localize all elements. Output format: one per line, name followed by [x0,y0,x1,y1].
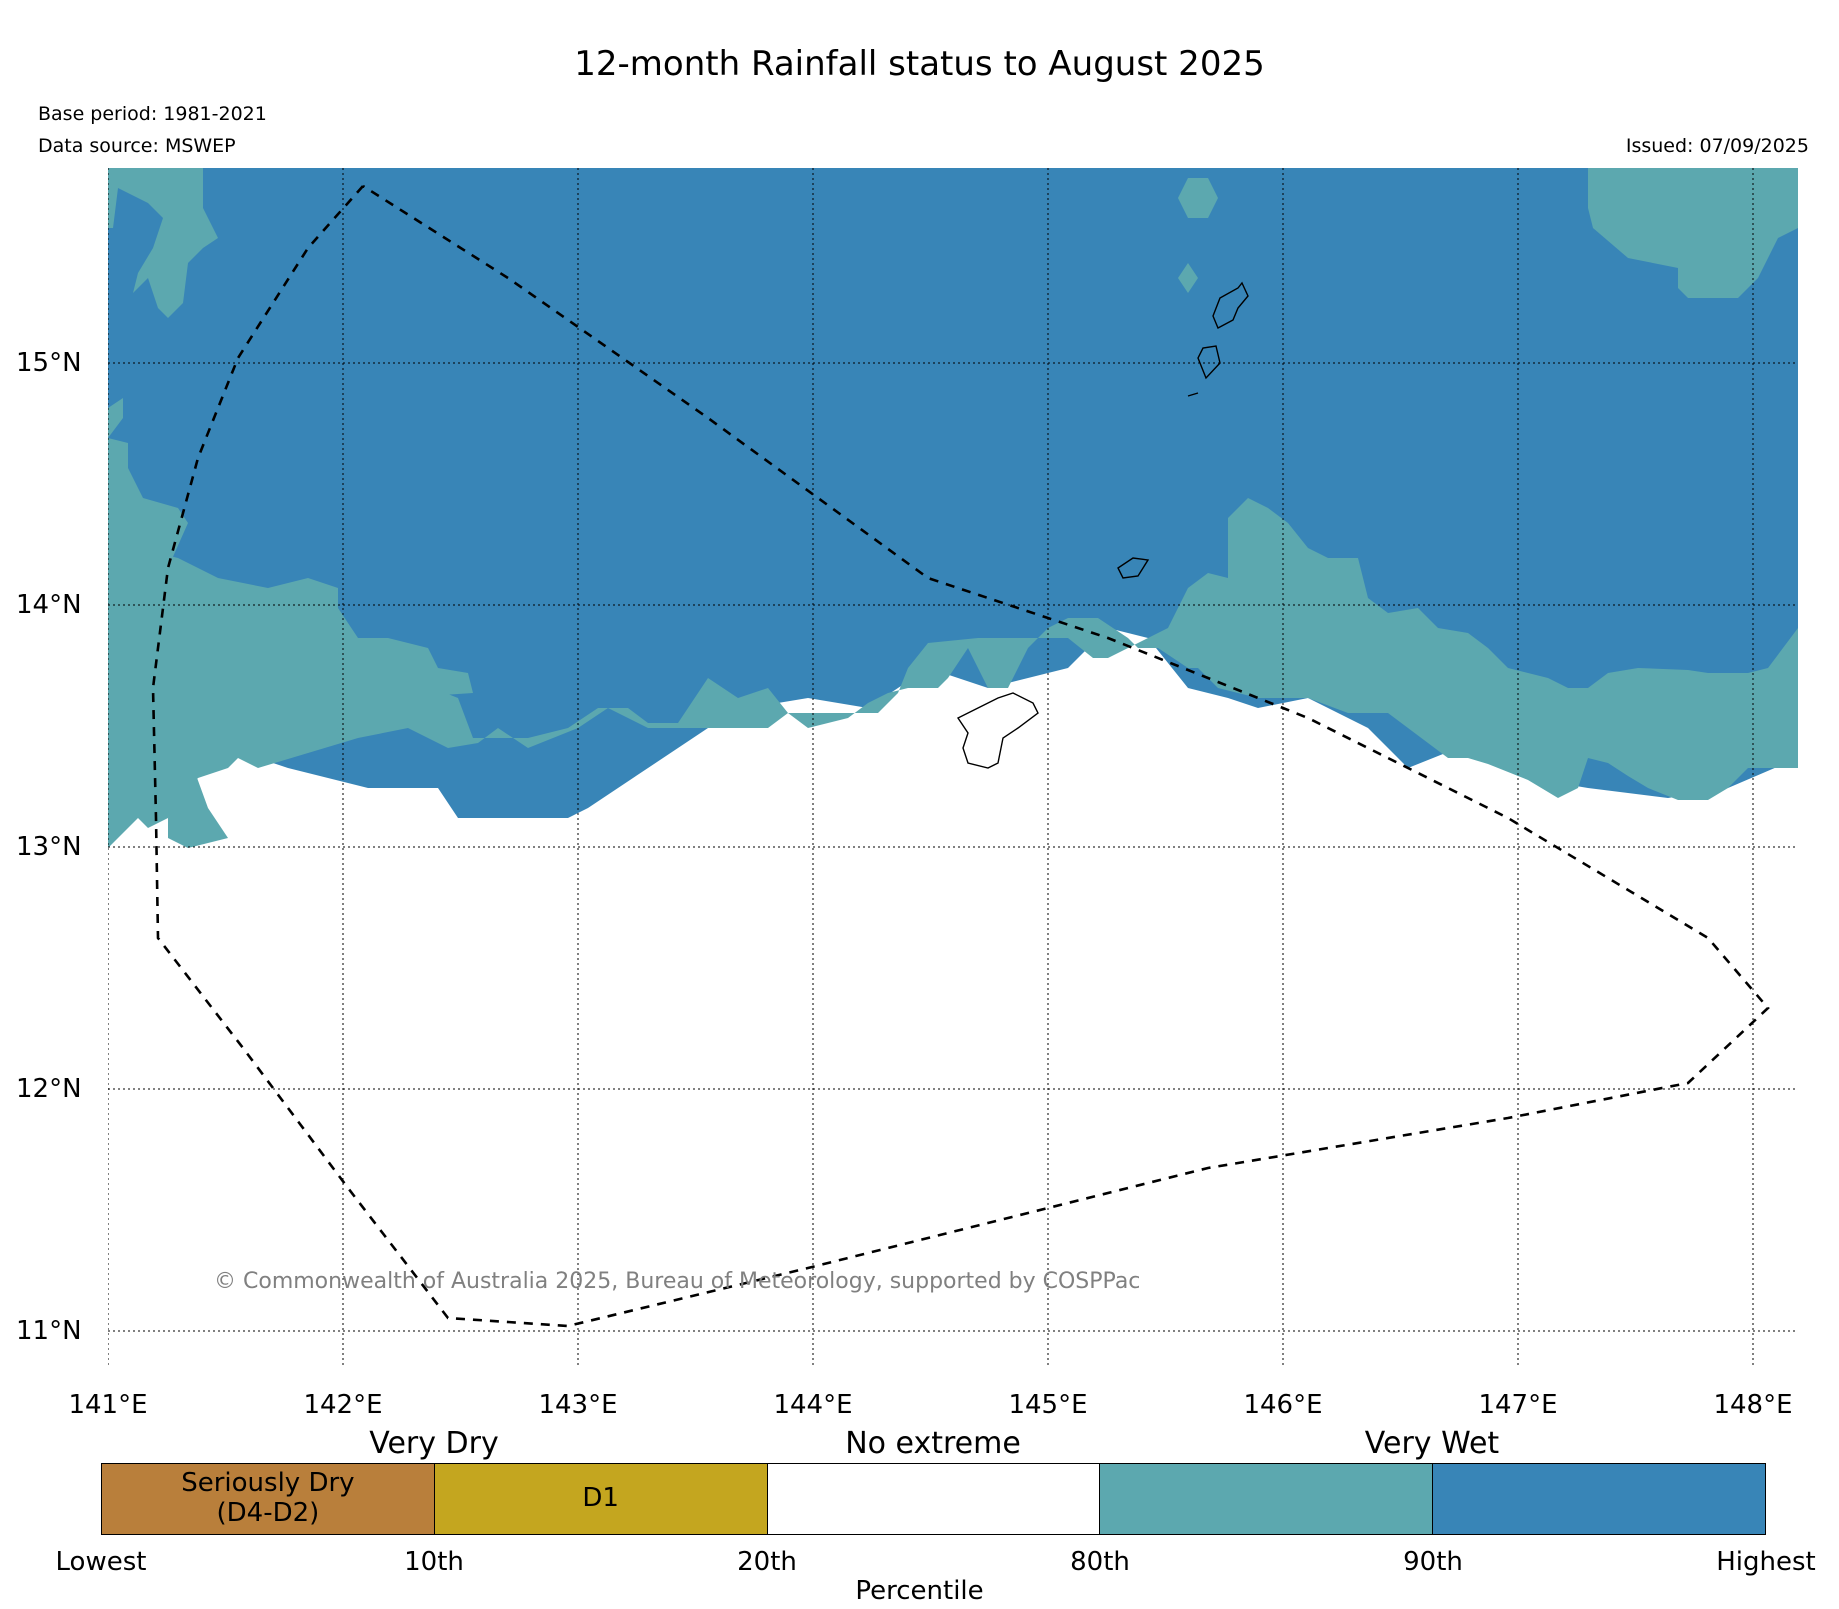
wet-region-coast-west [108,538,473,848]
wet-region-west [108,398,123,693]
lon-label-142e: 142°E [303,1390,383,1420]
lat-label-15n: 15°N [16,348,82,378]
percentile-90th: 90th [1403,1547,1463,1577]
graticule [108,168,1798,1368]
legend-category-very-dry: Very Dry [369,1426,499,1461]
lon-label-145e: 145°E [1008,1390,1088,1420]
legend-box-seriously-dry: Seriously Dry (D4-D2) [102,1464,435,1534]
lon-label-147e: 147°E [1478,1390,1558,1420]
base-period: Base period: 1981-2021 [38,103,267,125]
percentile-10th: 10th [404,1547,464,1577]
wet-region-tip [168,753,228,848]
wet-region-northeast [1588,168,1798,298]
lon-label-146e: 146°E [1243,1390,1323,1420]
lat-label-11n: 11°N [16,1316,82,1346]
issued-date: Issued: 07/09/2025 [1625,135,1809,157]
percentile-axis-label: Percentile [855,1576,984,1606]
lat-label-14n: 14°N [16,590,82,620]
percentile-80th: 80th [1070,1547,1130,1577]
rainfall-map: © Commonwealth of Australia 2025, Bureau… [108,168,1798,1368]
legend-box-very-wet [1433,1464,1765,1534]
lat-label-13n: 13°N [16,832,82,862]
eez-boundary [151,184,1770,1328]
lon-label-148e: 148°E [1713,1390,1793,1420]
percentile-20th: 20th [737,1547,797,1577]
legend-box-d1: D1 [434,1464,768,1534]
data-source: Data source: MSWEP [38,135,236,157]
legend-category-no-extreme: No extreme [845,1426,1021,1461]
wet-region-islet [1178,178,1218,218]
legend-colorbar: Seriously Dry (D4-D2) D1 [101,1463,1766,1535]
percentile-lowest: Lowest [55,1547,147,1577]
lon-label-143e: 143°E [538,1390,618,1420]
lon-label-141e: 141°E [68,1390,148,1420]
no-extreme-region [108,628,1798,1368]
percentile-highest: Highest [1716,1547,1816,1577]
lat-label-12n: 12°N [16,1074,82,1104]
legend-box-no-extreme [767,1464,1101,1534]
wet-region [108,438,1798,800]
wet-region-islet2 [1178,263,1198,293]
island-coastlines [956,281,1249,769]
lon-label-144e: 144°E [773,1390,853,1420]
legend-box-wet [1100,1464,1434,1534]
legend-category-very-wet: Very Wet [1364,1426,1500,1461]
map-title: 12-month Rainfall status to August 2025 [574,44,1265,84]
wet-region-northwest [108,168,218,318]
copyright-notice: © Commonwealth of Australia 2025, Bureau… [214,1269,1140,1294]
